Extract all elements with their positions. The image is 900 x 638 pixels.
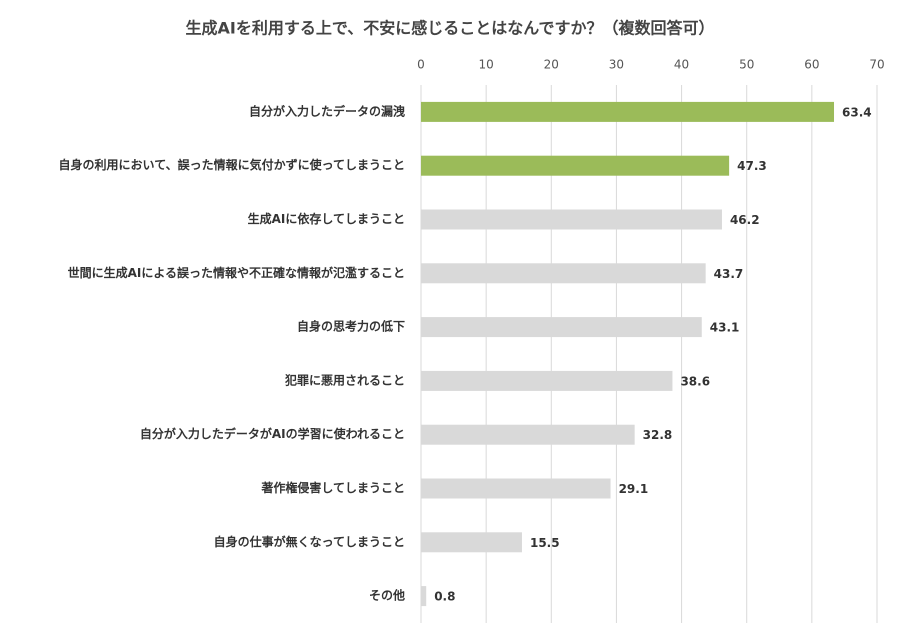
y-tick-label: 自身の仕事が無くなってしまうこと bbox=[214, 534, 405, 549]
y-tick-label: 生成AIに依存してしまうこと bbox=[248, 211, 405, 226]
value-label: 43.1 bbox=[710, 321, 740, 335]
bar bbox=[421, 586, 427, 607]
x-tick-label: 50 bbox=[739, 58, 754, 72]
bar bbox=[421, 263, 706, 284]
y-tick-label: 犯罪に悪用されること bbox=[284, 372, 405, 387]
y-tick-label: 自身の利用において、誤った情報に気付かずに使ってしまうこと bbox=[59, 157, 405, 172]
x-tick-label: 20 bbox=[544, 58, 559, 72]
x-tick-label: 70 bbox=[869, 58, 884, 72]
y-tick-label: 自分が入力したデータがAIの学習に使われること bbox=[140, 426, 405, 441]
x-tick-label: 30 bbox=[609, 58, 624, 72]
value-label: 32.8 bbox=[643, 428, 673, 442]
bar bbox=[421, 478, 611, 499]
x-tick-label: 40 bbox=[674, 58, 689, 72]
y-tick-label: 自分が入力したデータの漏洩 bbox=[249, 103, 405, 118]
chart-title: 生成AIを利用する上で、不安に感じることはなんですか？（複数回答可） bbox=[186, 19, 715, 38]
value-label: 38.6 bbox=[680, 374, 710, 388]
value-label: 43.7 bbox=[714, 267, 744, 281]
y-tick-label: 世間に生成AIによる誤った情報や不正確な情報が氾濫すること bbox=[68, 265, 405, 280]
bar bbox=[421, 317, 702, 338]
y-tick-label: 著作権侵害してしまうこと bbox=[260, 480, 405, 495]
bar bbox=[421, 209, 722, 230]
bar bbox=[421, 424, 635, 445]
x-tick-label: 60 bbox=[804, 58, 819, 72]
value-label: 47.3 bbox=[737, 159, 767, 173]
bar bbox=[421, 532, 522, 553]
x-tick-label: 0 bbox=[417, 58, 425, 72]
bar bbox=[421, 155, 730, 176]
value-label: 63.4 bbox=[842, 105, 872, 119]
value-label: 46.2 bbox=[730, 213, 760, 227]
value-label: 29.1 bbox=[619, 482, 649, 496]
value-label: 0.8 bbox=[434, 590, 455, 604]
bar bbox=[421, 370, 673, 391]
bar bbox=[421, 101, 835, 122]
x-tick-label: 10 bbox=[479, 58, 494, 72]
y-tick-label: その他 bbox=[369, 588, 405, 603]
y-tick-label: 自身の思考力の低下 bbox=[297, 319, 405, 334]
value-label: 15.5 bbox=[530, 536, 560, 550]
